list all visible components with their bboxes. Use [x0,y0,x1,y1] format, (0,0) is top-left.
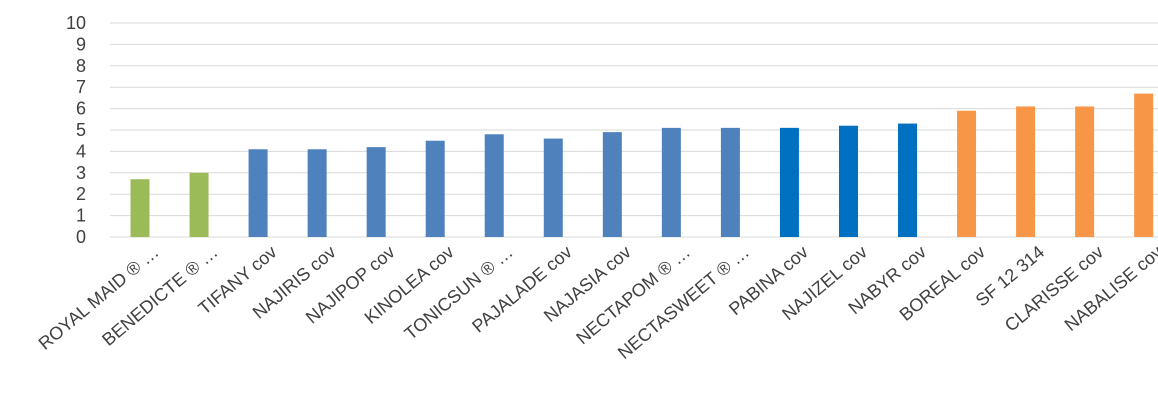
x-category-label: CLARISSE cov [1001,242,1107,336]
bar [602,132,622,237]
x-category-label: TONICSUN ® … [401,242,517,344]
bar [957,110,977,237]
bar [661,127,681,237]
x-category-label: NABALISE cov [1061,242,1158,335]
bar [1075,106,1095,238]
bar [425,140,445,237]
bar [720,127,740,237]
bar [189,172,209,237]
y-tick-label: 7 [76,77,86,97]
y-tick-label: 6 [76,99,86,119]
y-tick-label: 0 [76,227,86,247]
bar [248,149,268,237]
bar [366,147,386,237]
bar [130,179,150,237]
y-tick-label: 4 [76,141,86,161]
bar [779,127,799,237]
bar [838,125,858,237]
x-axis-labels: ROYAL MAID ® …BENEDICTE ® …TIFANY covNAJ… [35,242,1158,363]
bars [130,93,1154,238]
gridlines [110,22,1158,238]
x-category-label: PAJALADE cov [468,242,576,337]
y-tick-label: 9 [76,34,86,54]
y-tick-label: 8 [76,56,86,76]
y-tick-label: 2 [76,184,86,204]
y-tick-label: 10 [66,13,86,33]
bar [898,123,918,237]
bar [307,149,327,237]
y-tick-label: 5 [76,120,86,140]
bar [543,138,563,237]
y-tick-label: 3 [76,163,86,183]
bar [1016,106,1036,238]
bar [1134,93,1154,238]
y-tick-label: 1 [76,206,86,226]
bar [484,134,504,237]
